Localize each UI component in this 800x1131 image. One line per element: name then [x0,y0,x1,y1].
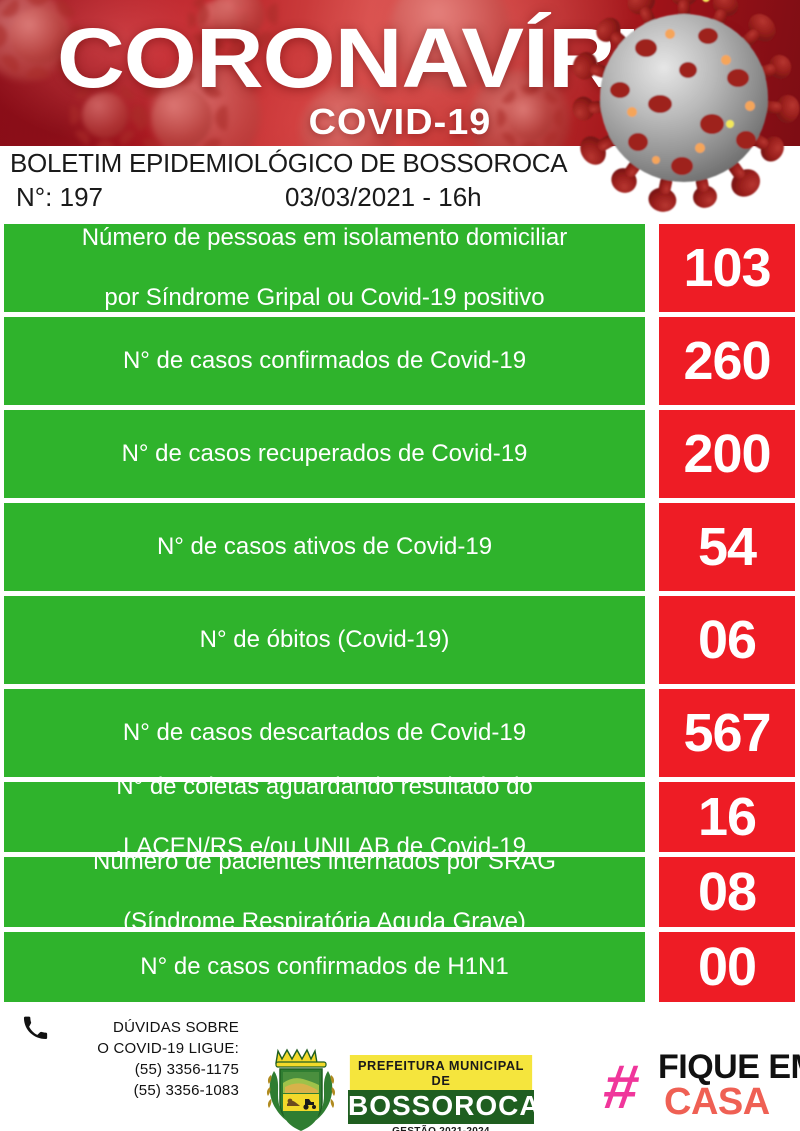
row-label-line1: Número de pessoas em isolamento domicili… [81,224,568,251]
virus-particle-icon [496,84,564,146]
row-label-line1: Número de pacientes internados por SRAG [93,848,556,875]
row-label-line2: (Síndrome Respiratória Aguda Grave) [123,908,526,935]
coat-of-arms-icon [266,1048,336,1131]
prefeitura-gestao: GESTÃO 2021-2024 [348,1124,534,1131]
row-label: N° de casos confirmados de H1N1 [4,932,645,1002]
table-row: N° de casos confirmados de Covid-19 260 [4,317,796,405]
banner-title: CORONAVÍRUS [56,11,744,105]
footer: DÚVIDAS SOBRE O COVID-19 LIGUE: (55) 335… [0,1007,800,1131]
phone-line-1: DÚVIDAS SOBRE [113,1019,239,1036]
table-row: N° de casos confirmados de H1N1 00 [4,932,796,1002]
virus-particle-icon [70,80,140,146]
row-label: N° de óbitos (Covid-19) [4,596,645,684]
prefeitura-logo: PREFEITURA MUNICIPAL DE BOSSOROCA GESTÃO… [348,1055,540,1131]
row-value: 06 [659,596,795,684]
row-label-line1: N° de casos confirmados de Covid-19 [122,347,527,374]
row-label: N° de casos confirmados de Covid-19 [4,317,645,405]
page-title: BOLETIM EPIDEMIOLÓGICO DE BOSSOROCA [10,148,568,178]
row-value: 54 [659,503,795,591]
row-value: 103 [659,224,795,312]
prefeitura-subtitle: PREFEITURA MUNICIPAL DE [349,1055,533,1090]
row-label-line1: N° de óbitos (Covid-19) [199,626,450,653]
banner-subtitle: COVID-19 [308,101,492,142]
row-value: 567 [659,689,795,777]
hashtag-icon: # [599,1053,644,1122]
banner: CORONAVÍRUS COVID-19 [0,0,800,146]
row-value: 00 [659,932,795,1002]
bulletin-number: N°: 197 [16,182,104,212]
row-label-line1: N° de coletas aguardando resultado do [116,773,533,800]
row-value: 260 [659,317,795,405]
row-label-line1: N° de casos confirmados de H1N1 [140,953,509,980]
campaign-line-2: CASA [664,1081,770,1123]
virus-particle-icon [136,72,228,146]
phone-number-2[interactable]: (55) 3356-1083 [133,1082,239,1099]
header-band: BOLETIM EPIDEMIOLÓGICO DE BOSSOROCA N°: … [0,146,800,224]
campaign-block: # FIQUE EM CASA [599,1049,800,1129]
table-row: N° de casos recuperados de Covid-19 200 [4,410,796,498]
row-value: 16 [659,782,795,852]
table-row: N° de coletas aguardando resultado do LA… [4,773,796,860]
row-label: N° de casos ativos de Covid-19 [4,503,645,591]
row-label: N° de coletas aguardando resultado do LA… [4,773,645,860]
table-row: N° de casos descartados de Covid-19 567 [4,689,796,777]
campaign-line-1: FIQUE EM [658,1048,800,1086]
stats-table: Número de pessoas em isolamento domicili… [0,224,800,1002]
phone-icon [23,1016,48,1040]
row-label-line2: por Síndrome Gripal ou Covid-19 positivo [104,284,545,311]
phone-number-1[interactable]: (55) 3356-1175 [134,1061,239,1078]
row-label-line1: N° de casos descartados de Covid-19 [122,719,527,746]
row-label: Número de pacientes internados por SRAG … [4,848,645,935]
row-label: N° de casos descartados de Covid-19 [4,689,645,777]
virus-particle-icon [0,0,81,79]
table-row: Número de pessoas em isolamento domicili… [4,224,796,312]
table-row: Número de pacientes internados por SRAG … [4,848,796,935]
bulletin-date: 03/03/2021 - 16h [285,182,482,212]
row-label: Número de pessoas em isolamento domicili… [4,224,645,312]
phone-contact-block: DÚVIDAS SOBRE O COVID-19 LIGUE: (55) 335… [24,1017,239,1101]
prefeitura-name: BOSSOROCA [348,1090,540,1124]
row-label-line1: N° de casos ativos de Covid-19 [156,533,493,560]
table-row: N° de casos ativos de Covid-19 54 [4,503,796,591]
table-row: N° de óbitos (Covid-19) 06 [4,596,796,684]
row-label: N° de casos recuperados de Covid-19 [4,410,645,498]
row-value: 08 [659,857,795,927]
row-value: 200 [659,410,795,498]
row-label-line1: N° de casos recuperados de Covid-19 [121,440,528,467]
row-label-line2: LACEN/RS e/ou UNILAB de Covid-19 [123,833,526,860]
phone-line-2: O COVID-19 LIGUE: [97,1040,239,1057]
